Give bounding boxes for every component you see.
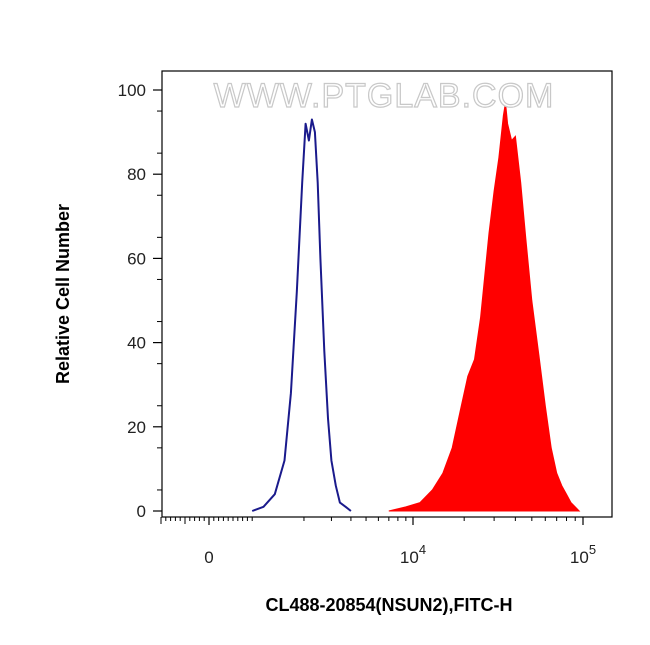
- series-1-line: [251, 118, 352, 512]
- y-tick-label: 40: [127, 334, 146, 353]
- x-axis-title: CL488-20854(NSUN2),FITC-H: [265, 595, 512, 615]
- x-tick-exponent: 4: [419, 542, 426, 557]
- y-tick-label: 20: [127, 418, 146, 437]
- x-tick-label: 0: [204, 548, 213, 567]
- y-tick-label: 100: [118, 81, 146, 100]
- y-tick-label: 60: [127, 249, 146, 268]
- series-layer: [251, 102, 581, 512]
- series-2-area: [388, 102, 581, 512]
- y-tick-label: 0: [137, 502, 146, 521]
- x-tick-exponent: 5: [589, 542, 596, 557]
- y-axis-title: Relative Cell Number: [53, 204, 73, 384]
- y-tick-label: 80: [127, 165, 146, 184]
- plot-frame: [161, 70, 613, 518]
- watermark-text: WWW.PTGLAB.COM: [214, 77, 555, 115]
